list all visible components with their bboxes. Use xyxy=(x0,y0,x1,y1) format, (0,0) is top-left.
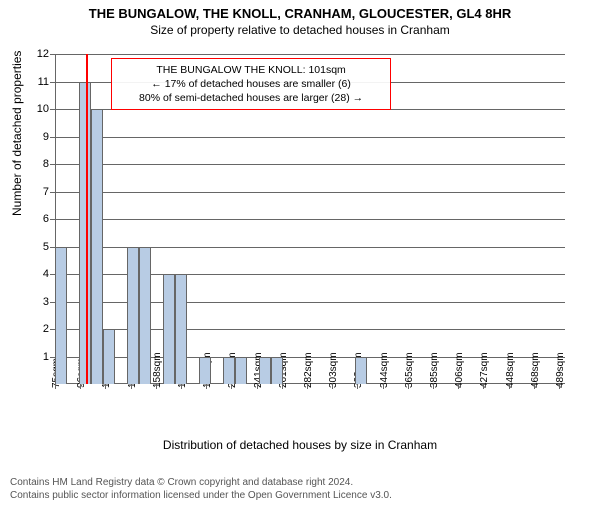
x-tick-mark xyxy=(282,384,283,389)
y-axis-title: Number of detached properties xyxy=(10,51,24,216)
x-tick-mark xyxy=(433,384,434,389)
x-tick-mark xyxy=(55,384,56,389)
x-tick-mark xyxy=(156,384,157,389)
y-tick-mark xyxy=(50,137,55,138)
annotation-line: 80% of semi-detached houses are larger (… xyxy=(120,91,382,105)
x-tick-mark xyxy=(181,384,182,389)
y-tick-label: 12 xyxy=(37,48,49,60)
y-tick-label: 11 xyxy=(38,76,49,88)
y-tick-mark xyxy=(50,192,55,193)
histogram-bar xyxy=(199,357,211,385)
x-tick-label: 468sqm xyxy=(530,352,541,388)
y-tick-label: 8 xyxy=(43,158,49,170)
annotation-line: ← 17% of detached houses are smaller (6) xyxy=(120,77,382,91)
chart-subtitle: Size of property relative to detached ho… xyxy=(0,23,600,37)
histogram-bar xyxy=(79,82,91,385)
y-tick-label: 2 xyxy=(43,323,49,335)
histogram-bar xyxy=(259,357,271,385)
x-tick-mark xyxy=(534,384,535,389)
footer-attribution: Contains HM Land Registry data © Crown c… xyxy=(10,476,590,502)
histogram-bar xyxy=(55,247,67,385)
marker-line xyxy=(86,54,88,384)
histogram-bar xyxy=(91,109,103,384)
x-tick-mark xyxy=(408,384,409,389)
footer-line-2: Contains public sector information licen… xyxy=(10,489,590,502)
x-tick-label: 448sqm xyxy=(505,352,516,388)
chart-container: THE BUNGALOW, THE KNOLL, CRANHAM, GLOUCE… xyxy=(0,6,600,506)
x-tick-mark xyxy=(383,384,384,389)
y-tick-mark xyxy=(50,109,55,110)
y-tick-label: 4 xyxy=(43,268,49,280)
histogram-bar xyxy=(163,274,175,384)
x-tick-mark xyxy=(559,384,560,389)
x-tick-mark xyxy=(105,384,106,389)
x-axis-title: Distribution of detached houses by size … xyxy=(0,438,600,452)
x-tick-mark xyxy=(231,384,232,389)
histogram-bar xyxy=(139,247,151,385)
x-tick-mark xyxy=(458,384,459,389)
gridline xyxy=(55,219,565,220)
histogram-bar xyxy=(235,357,247,385)
y-tick-label: 3 xyxy=(43,296,49,308)
x-tick-mark xyxy=(131,384,132,389)
y-tick-label: 10 xyxy=(37,103,49,115)
x-tick-label: 489sqm xyxy=(555,352,566,388)
plot-area: 12345678910111275sqm96sqm116sqm137sqm158… xyxy=(55,54,565,384)
x-tick-label: 385sqm xyxy=(429,352,440,388)
x-tick-mark xyxy=(483,384,484,389)
annotation-line: THE BUNGALOW THE KNOLL: 101sqm xyxy=(120,63,382,77)
histogram-bar xyxy=(175,274,187,384)
x-tick-label: 427sqm xyxy=(479,352,490,388)
x-tick-mark xyxy=(332,384,333,389)
histogram-bar xyxy=(223,357,235,385)
x-tick-mark xyxy=(206,384,207,389)
x-tick-label: 282sqm xyxy=(303,352,314,388)
histogram-bar xyxy=(103,329,115,384)
x-tick-label: 344sqm xyxy=(379,352,390,388)
gridline xyxy=(55,192,565,193)
y-tick-label: 9 xyxy=(43,131,49,143)
chart-title: THE BUNGALOW, THE KNOLL, CRANHAM, GLOUCE… xyxy=(0,6,600,21)
y-tick-label: 6 xyxy=(43,213,49,225)
histogram-bar xyxy=(127,247,139,385)
x-tick-label: 158sqm xyxy=(152,352,163,388)
gridline xyxy=(55,137,565,138)
x-tick-label: 406sqm xyxy=(454,352,465,388)
histogram-bar xyxy=(271,357,283,385)
x-tick-mark xyxy=(307,384,308,389)
x-tick-mark xyxy=(257,384,258,389)
y-tick-label: 1 xyxy=(43,351,49,363)
y-tick-mark xyxy=(50,54,55,55)
histogram-bar xyxy=(355,357,367,385)
x-tick-label: 365sqm xyxy=(404,352,415,388)
x-tick-mark xyxy=(80,384,81,389)
y-tick-label: 5 xyxy=(43,241,49,253)
annotation-box: THE BUNGALOW THE KNOLL: 101sqm← 17% of d… xyxy=(111,58,391,111)
y-tick-mark xyxy=(50,219,55,220)
y-tick-mark xyxy=(50,164,55,165)
gridline xyxy=(55,54,565,55)
x-tick-mark xyxy=(509,384,510,389)
y-tick-mark xyxy=(50,82,55,83)
gridline xyxy=(55,164,565,165)
x-tick-mark xyxy=(357,384,358,389)
x-tick-label: 303sqm xyxy=(328,352,339,388)
y-tick-label: 7 xyxy=(43,186,49,198)
footer-line-1: Contains HM Land Registry data © Crown c… xyxy=(10,476,590,489)
